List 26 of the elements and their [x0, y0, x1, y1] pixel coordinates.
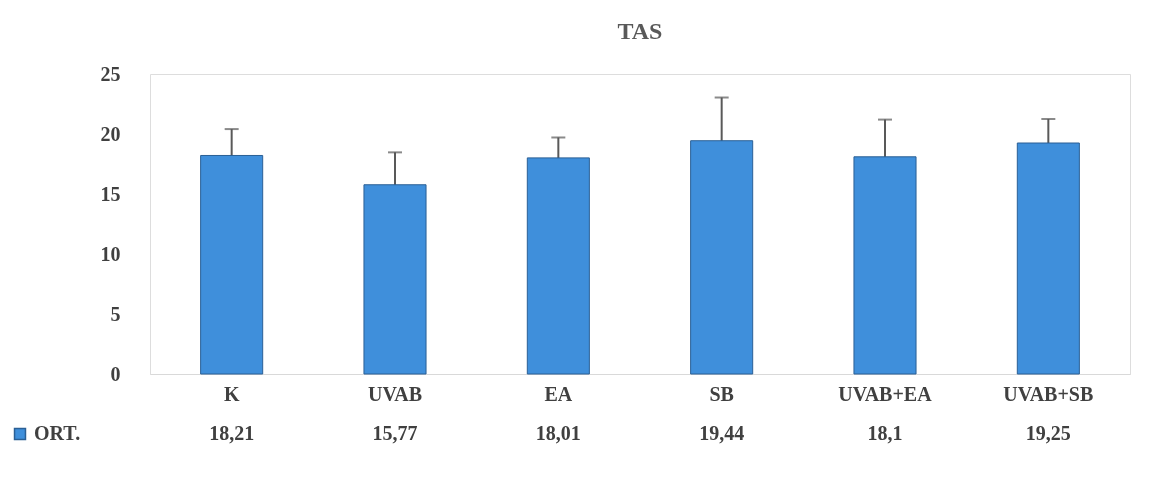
y-tick-label: 10 — [100, 242, 121, 265]
x-tick-label: SB — [709, 382, 734, 405]
legend-label: ORT. — [34, 422, 81, 444]
data-label: 18,1 — [867, 422, 903, 444]
y-tick-label: 0 — [110, 362, 121, 385]
x-tick-label: UVAB+SB — [1003, 382, 1094, 405]
x-tick-label: K — [223, 382, 240, 405]
data-label: 15,77 — [372, 422, 418, 444]
bar — [853, 156, 917, 375]
bar — [690, 140, 754, 375]
bar — [200, 154, 264, 375]
data-label: 19,25 — [1025, 422, 1071, 444]
x-tick-label: EA — [544, 382, 573, 405]
chart-title: TAS — [617, 18, 663, 44]
data-label: 19,44 — [699, 422, 745, 444]
y-tick-label: 20 — [100, 122, 121, 145]
bar — [1016, 142, 1080, 375]
bar — [363, 184, 427, 375]
bar — [526, 157, 590, 375]
data-label: 18,21 — [209, 422, 255, 444]
x-tick-label: UVAB+EA — [838, 382, 933, 405]
x-tick-label: UVAB — [367, 382, 423, 405]
data-label: 18,01 — [535, 422, 581, 444]
y-tick-label: 5 — [110, 302, 121, 325]
y-tick-label: 25 — [100, 62, 121, 85]
y-tick-label: 15 — [100, 182, 121, 205]
